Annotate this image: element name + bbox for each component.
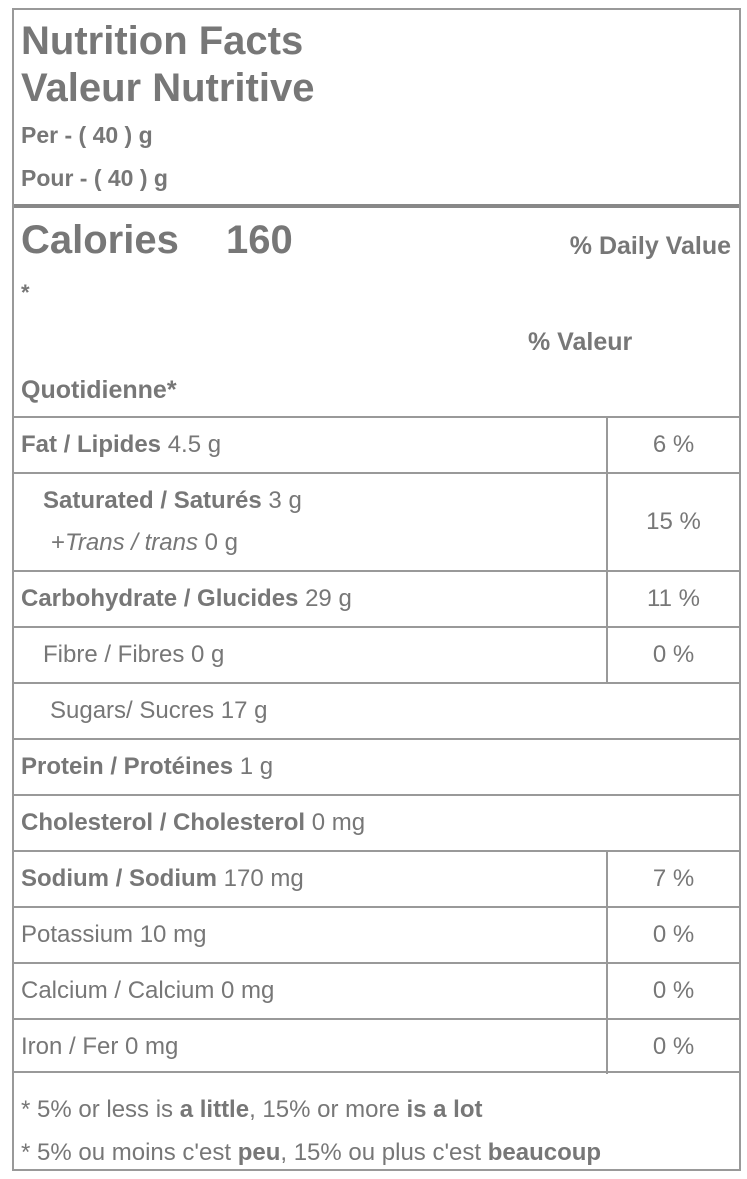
table-row: Sodium / Sodium 170 mg 7 % — [14, 850, 739, 907]
trans-label: Trans / trans — [65, 529, 198, 556]
nutrient-pct: 0 % — [606, 626, 739, 683]
nutrient-label: Protein / Protéines — [21, 753, 234, 780]
table-row: Protein / Protéines 1 g — [14, 738, 739, 795]
footnote-fr: * 5% ou moins c'est peu, 15% ou plus c'e… — [21, 1139, 602, 1166]
table-row: Iron / Fer 0 mg 0 % — [14, 1018, 739, 1074]
daily-value-heading: % Daily Value — [569, 232, 731, 260]
table-row: Potassium 10 mg 0 % — [14, 906, 739, 963]
nutrient-amount: 0 mg — [311, 809, 366, 836]
nutrient-label: Sugars/ Sucres 17 g — [14, 682, 739, 739]
quotidienne-heading: Quotidienne* — [21, 376, 177, 404]
table-row: Sugars/ Sucres 17 g — [14, 682, 739, 739]
nutrient-pct: 0 % — [606, 906, 739, 963]
nutrition-facts-label: Nutrition Facts Valeur Nutritive Per - (… — [12, 8, 741, 1171]
nutrient-amount: 29 g — [305, 585, 352, 612]
nutrient-label: Saturated / Saturés — [43, 487, 262, 514]
title-fr: Valeur Nutritive — [21, 66, 315, 110]
table-row: Carbohydrate / Glucides 29 g 11 % — [14, 570, 739, 627]
nutrient-amount: 4.5 g — [167, 431, 222, 458]
nutrient-label: Cholesterol / Cholesterol — [21, 809, 306, 836]
calories-label: Calories — [21, 218, 179, 262]
nutrient-pct: 11 % — [606, 570, 739, 627]
nutrient-pct: 0 % — [606, 962, 739, 1019]
table-row: Fibre / Fibres 0 g 0 % — [14, 626, 739, 683]
table-row: Saturated / Saturés 3 g +Trans / trans 0… — [14, 472, 739, 571]
nutrient-amount: 170 mg — [223, 865, 304, 892]
nutrient-pct: 15 % — [606, 472, 739, 571]
label-header: Nutrition Facts Valeur Nutritive Per - (… — [14, 10, 739, 208]
footnotes: * 5% or less is a little, 15% or more is… — [21, 1088, 601, 1174]
valeur-heading: % Valeur — [528, 328, 633, 356]
nutrient-table: Fat / Lipides 4.5 g 6 % Saturated / Satu… — [14, 416, 739, 1074]
serving-size-fr: Pour - ( 40 ) g — [21, 165, 168, 191]
footnote-en: * 5% or less is a little, 15% or more is… — [21, 1096, 483, 1123]
table-row: Calcium / Calcium 0 mg 0 % — [14, 962, 739, 1019]
nutrient-pct: 6 % — [606, 416, 739, 473]
nutrient-label: Fibre / Fibres 0 g — [14, 626, 607, 683]
serving-size-en: Per - ( 40 ) g — [21, 122, 153, 148]
nutrient-label: Sodium / Sodium — [21, 865, 217, 892]
nutrient-pct: 7 % — [606, 850, 739, 907]
nutrient-label: Carbohydrate / Glucides — [21, 585, 299, 612]
table-row: Fat / Lipides 4.5 g 6 % — [14, 416, 739, 473]
table-row: Cholesterol / Cholesterol 0 mg — [14, 794, 739, 851]
plus-sign: + — [51, 529, 66, 556]
footnote-divider — [14, 1071, 739, 1073]
title-en: Nutrition Facts — [21, 19, 304, 63]
asterisk: * — [21, 280, 30, 305]
nutrient-pct: 0 % — [606, 1018, 739, 1074]
nutrient-amount: 1 g — [239, 753, 274, 780]
trans-amount: 0 g — [204, 529, 238, 556]
calories-value: 160 — [226, 218, 293, 262]
nutrient-label: Fat / Lipides — [21, 431, 162, 458]
nutrient-label: Iron / Fer 0 mg — [14, 1018, 607, 1074]
nutrient-label: Calcium / Calcium 0 mg — [14, 962, 607, 1019]
nutrient-label: Potassium 10 mg — [14, 906, 607, 963]
nutrient-amount: 3 g — [268, 487, 302, 514]
